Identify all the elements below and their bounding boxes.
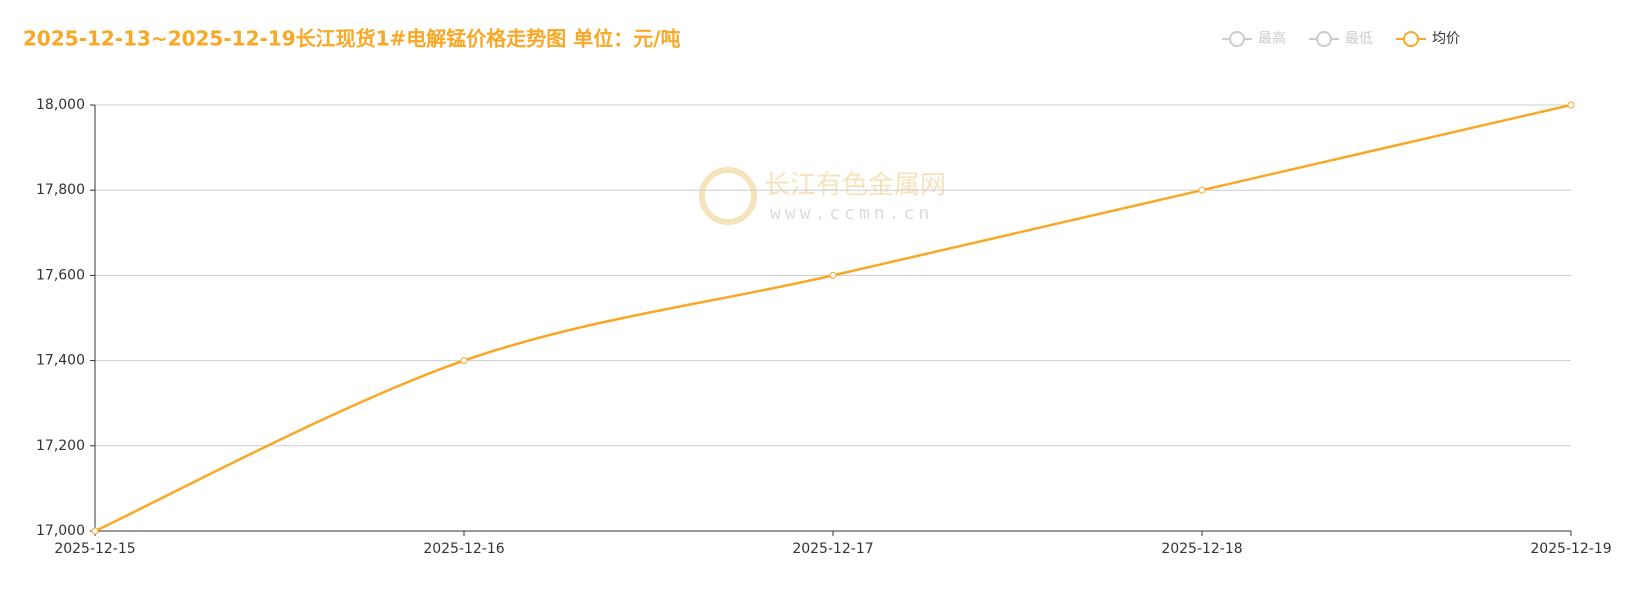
x-tick-label: 2025-12-19	[1530, 541, 1611, 557]
watermark-logo	[699, 167, 757, 225]
x-tick-label: 2025-12-18	[1161, 541, 1242, 557]
legend-marker	[1403, 31, 1419, 47]
watermark-url: www.ccmn.cn	[770, 203, 933, 224]
legend-label: 最高	[1258, 30, 1286, 47]
chart-title: 2025-12-13~2025-12-19长江现货1#电解锰价格走势图 单位：元…	[23, 27, 681, 51]
legend-marker	[1316, 31, 1332, 47]
y-tick-label: 18,000	[36, 97, 85, 113]
y-tick-label: 17,000	[36, 523, 85, 539]
legend-item[interactable]: 最低	[1309, 31, 1373, 47]
y-tick-label: 17,800	[36, 182, 85, 198]
x-tick-label: 2025-12-15	[54, 541, 135, 557]
point	[460, 357, 468, 365]
legend-item[interactable]: 均价	[1396, 31, 1460, 47]
legend-label: 均价	[1432, 31, 1460, 47]
x-tick-label: 2025-12-16	[423, 541, 504, 557]
watermark-text: 长江有色金属网	[764, 171, 946, 201]
legend-label: 最低	[1345, 31, 1373, 47]
series-line	[94, 103, 1572, 533]
y-tick-label: 17,400	[36, 353, 85, 369]
legend-marker	[1229, 31, 1245, 47]
y-tick-label: 17,200	[36, 438, 85, 454]
point	[91, 527, 99, 535]
legend-item[interactable]: 最高	[1222, 30, 1286, 47]
point	[1198, 186, 1206, 194]
point	[1567, 101, 1575, 109]
x-tick-label: 2025-12-17	[792, 541, 873, 557]
point	[829, 271, 837, 279]
y-tick-label: 17,600	[36, 267, 85, 283]
watermark: 长江有色金属网 www.ccmn.cn	[699, 167, 946, 225]
